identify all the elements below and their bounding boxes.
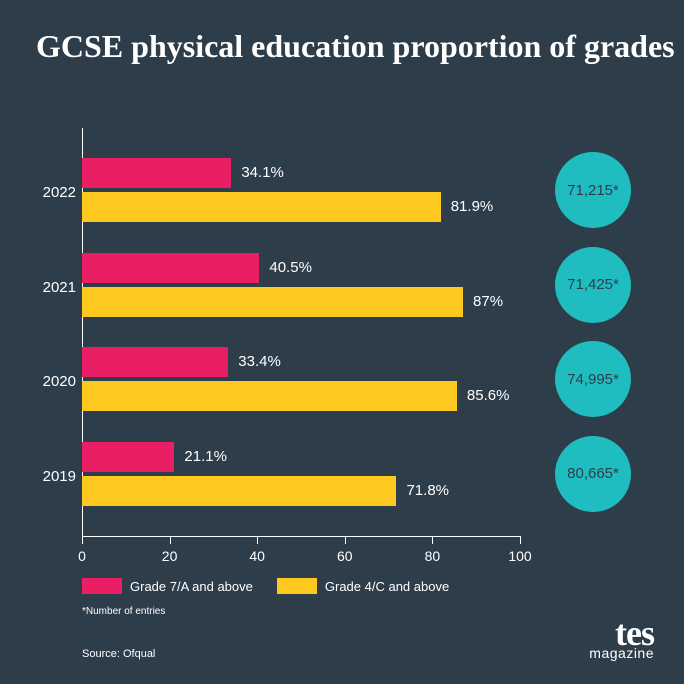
year-label: 2019	[30, 468, 76, 485]
tes-logo: tes magazine	[589, 618, 654, 660]
legend-label: Grade 4/C and above	[325, 579, 449, 594]
legend: Grade 7/A and above Grade 4/C and above	[82, 578, 449, 594]
bar-value-label: 81.9%	[451, 198, 494, 215]
year-label: 2022	[30, 184, 76, 201]
bar-grade4: 71.8%	[82, 476, 396, 506]
entries-circle: 80,665*	[555, 436, 631, 512]
bar-value-label: 21.1%	[184, 448, 227, 465]
legend-item: Grade 7/A and above	[82, 578, 253, 594]
bar-grade4: 85.6%	[82, 381, 457, 411]
x-tick	[82, 536, 83, 544]
chart-plot-area: 202234.1%81.9%202140.5%87%202033.4%85.6%…	[82, 128, 520, 536]
x-tick	[520, 536, 521, 544]
bar-grade4: 87%	[82, 287, 463, 317]
x-tick	[432, 536, 433, 544]
logo-text-magazine: magazine	[589, 648, 654, 660]
bar-grade7: 21.1%	[82, 442, 174, 472]
x-tick	[257, 536, 258, 544]
legend-item: Grade 4/C and above	[277, 578, 449, 594]
x-tick-label: 80	[425, 548, 441, 564]
bar-value-label: 85.6%	[467, 387, 510, 404]
x-tick-label: 0	[78, 548, 86, 564]
x-axis-ticks: 020406080100	[82, 536, 520, 537]
footnote: *Number of entries	[82, 606, 165, 617]
legend-label: Grade 7/A and above	[130, 579, 253, 594]
x-tick-label: 20	[162, 548, 178, 564]
bar-grade7: 40.5%	[82, 253, 259, 283]
bar-grade7: 33.4%	[82, 347, 228, 377]
bar-value-label: 34.1%	[241, 164, 284, 181]
entries-circle: 71,425*	[555, 247, 631, 323]
bar-value-label: 87%	[473, 293, 503, 310]
bar-value-label: 33.4%	[238, 353, 281, 370]
x-tick	[170, 536, 171, 544]
year-label: 2021	[30, 279, 76, 296]
legend-swatch-grade7	[82, 578, 122, 594]
x-tick-label: 60	[337, 548, 353, 564]
entries-circle: 74,995*	[555, 341, 631, 417]
x-tick-label: 100	[508, 548, 531, 564]
bar-grade7: 34.1%	[82, 158, 231, 188]
bar-value-label: 40.5%	[269, 259, 312, 276]
legend-swatch-grade4	[277, 578, 317, 594]
x-tick-label: 40	[249, 548, 265, 564]
bar-grade4: 81.9%	[82, 192, 441, 222]
year-label: 2020	[30, 373, 76, 390]
chart-title: GCSE physical education proportion of gr…	[36, 28, 675, 65]
logo-text-tes: tes	[589, 618, 654, 649]
source: Source: Ofqual	[82, 648, 155, 660]
bar-value-label: 71.8%	[406, 482, 449, 499]
x-tick	[345, 536, 346, 544]
entries-circle: 71,215*	[555, 152, 631, 228]
